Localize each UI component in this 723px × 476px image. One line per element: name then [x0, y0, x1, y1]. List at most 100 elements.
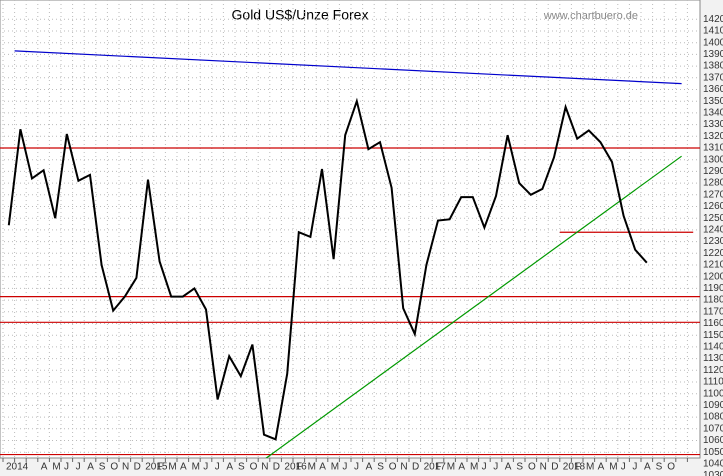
y-tick-label: 1350 [703, 96, 723, 107]
x-tick-label: J [76, 462, 81, 473]
x-tick-label: J [64, 462, 69, 473]
x-tick-label: M [609, 462, 617, 473]
x-tick-label: J [203, 462, 208, 473]
y-tick-label: 1210 [703, 260, 723, 271]
trend-line [265, 155, 682, 458]
x-tick-label: J [354, 462, 359, 473]
x-tick-label: J [482, 462, 487, 473]
x-tick-label: S [656, 462, 663, 473]
y-tick-label: 1080 [703, 412, 723, 423]
x-tick-label: J [493, 462, 498, 473]
x-tick-label: M [586, 462, 594, 473]
y-tick-label: 1240 [703, 225, 723, 236]
x-tick-label: 2016 [284, 462, 307, 473]
x-tick-label: S [238, 462, 245, 473]
y-tick-label: 1380 [703, 61, 723, 72]
y-tick-label: 1060 [703, 435, 723, 446]
x-tick-label: M [192, 462, 200, 473]
x-tick-label: D [551, 462, 558, 473]
x-tick-label: F [296, 462, 302, 473]
x-tick-label: A [87, 462, 94, 473]
x-tick-label: D [273, 462, 280, 473]
source: www.chartbuero.de [543, 10, 638, 22]
x-tick-label: A [319, 462, 326, 473]
x-tick-label: M [168, 462, 176, 473]
y-tick-label: 1360 [703, 84, 723, 95]
y-tick-label: 1420 [703, 14, 723, 25]
y-tick-label: 1260 [703, 201, 723, 212]
y-tick-label: 1140 [703, 342, 723, 353]
y-tick-label: 1040 [703, 459, 723, 470]
y-tick-label: 1290 [703, 166, 723, 177]
y-tick-label: 1310 [703, 143, 723, 154]
y-tick-label: 1180 [703, 295, 723, 306]
x-tick-label: A [598, 462, 605, 473]
y-tick-label: 1330 [703, 119, 723, 130]
annotation-lines [0, 50, 700, 458]
x-tick-label: M [308, 462, 316, 473]
x-tick-label: J [632, 462, 637, 473]
y-tick-label: 1170 [703, 306, 723, 317]
y-tick-label: 1340 [703, 108, 723, 119]
x-tick-label: 2014 [6, 462, 29, 473]
x-tick-label: N [400, 462, 407, 473]
x-tick-label: A [226, 462, 233, 473]
chart-title: Gold US$/Unze Forex [232, 7, 369, 23]
x-tick-label: A [41, 462, 48, 473]
y-tick-label: 1270 [703, 189, 723, 200]
y-tick-label: 1090 [703, 400, 723, 411]
x-tick-label: N [261, 462, 268, 473]
price-line [7, 97, 648, 441]
y-tick-label: 1050 [703, 447, 723, 458]
y-tick-label: 1120 [703, 365, 723, 376]
x-tick-label: J [621, 462, 626, 473]
x-tick-label: M [52, 462, 60, 473]
y-tick-label: 1150 [703, 330, 723, 341]
x-tick-label: 2017 [424, 462, 447, 473]
x-tick-label: O [110, 462, 118, 473]
y-tick-label: 1160 [703, 318, 723, 329]
y-tick-label: 1370 [703, 72, 723, 83]
x-tick-label: N [122, 462, 129, 473]
y-tick-label: 1280 [703, 178, 723, 189]
x-tick-label: F [435, 462, 441, 473]
y-tick-label: 1410 [703, 26, 723, 37]
y-tick-label: 1300 [703, 154, 723, 165]
y-tick-label: 1230 [703, 236, 723, 247]
x-tick-label: A [180, 462, 187, 473]
x-tick-label: O [667, 462, 675, 473]
x-tick-label: O [528, 462, 536, 473]
x-tick-label: D [412, 462, 419, 473]
y-tick-label: 1130 [703, 353, 723, 364]
x-tick-label: J [215, 462, 220, 473]
y-tick-label: 1390 [703, 49, 723, 60]
y-tick-label: 1110 [703, 377, 723, 388]
y-tick-label: 1320 [703, 131, 723, 142]
x-tick-label: F [157, 462, 163, 473]
x-tick-label: S [377, 462, 384, 473]
y-tick-label: 1100 [703, 388, 723, 399]
x-tick-label: M [331, 462, 339, 473]
trend-line [14, 50, 682, 85]
x-tick-label: A [366, 462, 373, 473]
y-tick-label: 1200 [703, 271, 723, 282]
y-tick-label: 1190 [703, 283, 723, 294]
x-tick-label: M [470, 462, 478, 473]
x-tick-label: M [447, 462, 455, 473]
x-tick-label: 2015 [145, 462, 168, 473]
y-tick-label: 1030 [703, 470, 723, 476]
x-tick-label: D [134, 462, 141, 473]
x-tick-label: S [516, 462, 523, 473]
x-tick-label: A [505, 462, 512, 473]
x-tick-label: S [99, 462, 106, 473]
x-tick-label: F [574, 462, 580, 473]
x-tick-label: N [540, 462, 547, 473]
x-tick-label: A [644, 462, 651, 473]
y-tick-label: 1070 [703, 423, 723, 434]
x-tick-label: J [342, 462, 347, 473]
x-tick-label: O [389, 462, 397, 473]
y-tick-label: 1220 [703, 248, 723, 259]
y-tick-label: 1400 [703, 37, 723, 48]
x-tick-label: O [250, 462, 258, 473]
